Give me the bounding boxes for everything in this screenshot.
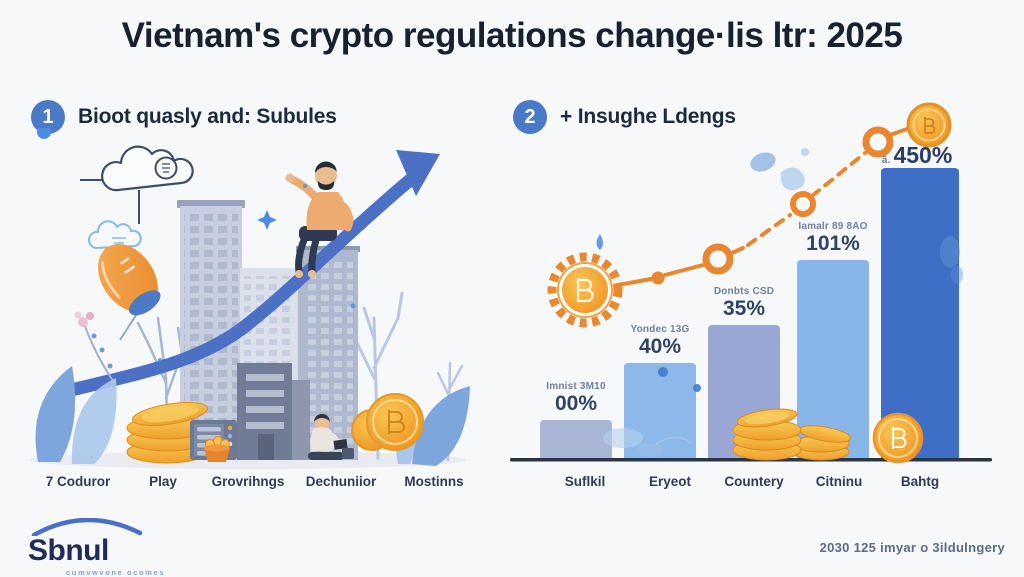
bar-value-label: Imnist 3M10 00% xyxy=(516,381,636,415)
coin-stack-bottom xyxy=(732,408,852,461)
bar-value-label: Yondec 13G 40% xyxy=(600,324,720,358)
cloud-coin-icon xyxy=(80,145,194,224)
step-2-badge: 2 xyxy=(513,100,547,134)
page-title: Vietnam's crypto regulations change·lis … xyxy=(121,16,903,55)
growth-arrow xyxy=(48,150,440,401)
crypto-growth-bar-chart xyxy=(510,102,992,464)
flower-branch xyxy=(74,311,116,385)
sitting-person-small xyxy=(308,413,354,460)
sparkles xyxy=(158,184,356,362)
bitcoin-coin-top-icon xyxy=(906,102,952,148)
bar-percent: 101% xyxy=(806,231,860,255)
trend-line xyxy=(616,126,909,287)
bar-percent: 450% xyxy=(893,142,953,168)
city-growth-illustration xyxy=(30,128,470,469)
coin-bag-icon xyxy=(98,244,161,341)
category-label: Countery xyxy=(724,474,784,489)
category-label: Citninu xyxy=(815,474,863,489)
coin-pot xyxy=(204,436,230,462)
category-label: Dechuniior xyxy=(305,474,377,489)
bar-sub-label: ă. xyxy=(881,155,891,166)
man-on-building xyxy=(285,161,354,278)
brand-logo: Sbnul cumvwvone ocomes xyxy=(28,518,178,577)
bar-percent: 35% xyxy=(722,296,766,320)
logo-wordmark: Sbnul xyxy=(28,534,109,567)
paint-splash-top xyxy=(596,148,809,250)
bar-1 xyxy=(540,420,612,461)
bar-sub-label: Imnist 3M10 xyxy=(546,381,606,392)
category-label: Bahtg xyxy=(900,474,940,489)
sun-coin-icon xyxy=(547,252,623,328)
category-label: Grovrihngs xyxy=(211,474,285,489)
sketch-cloud-icon xyxy=(87,220,142,250)
logo-tagline: cumvwvone ocomes xyxy=(66,568,165,577)
footer-note: 2030 125 imyar o 3ildulngery xyxy=(819,540,1005,555)
bar-5 xyxy=(881,168,959,461)
bars xyxy=(540,168,959,461)
paint-splash-bars xyxy=(603,236,963,457)
right-section-title: + Insughe Ldengs xyxy=(560,105,736,128)
bar-percent: 40% xyxy=(638,334,682,358)
left-section-title: Bioot quasly and: Subules xyxy=(78,105,337,128)
bitcoin-coin-bottom-icon xyxy=(872,412,924,464)
bar-value-label: ă. 450% xyxy=(857,143,977,167)
bar-sub-label: Donbts CSD xyxy=(713,286,775,297)
bar-sub-label: Iamalr 89 8AO xyxy=(798,221,868,232)
x-axis xyxy=(510,458,992,462)
bar-value-label: Iamalr 89 8AO 101% xyxy=(773,221,893,255)
right-section-header: 2 + Insughe Ldengs xyxy=(513,100,736,134)
category-label: Mostinns xyxy=(404,474,464,489)
bar-sub-label: Yondec 13G xyxy=(630,324,690,335)
category-label: 7 Coduror xyxy=(45,474,111,489)
logo-arc-icon xyxy=(31,518,143,536)
category-label: Eryeot xyxy=(648,474,692,489)
bitcoin-coins xyxy=(351,393,424,451)
category-label: Play xyxy=(149,474,177,489)
category-label: Suflkil xyxy=(564,474,606,489)
paint-dot xyxy=(37,128,51,139)
bar-4 xyxy=(797,260,869,461)
left-section-header: 1 Bioot quasly and: Subules xyxy=(31,100,337,134)
bar-value-label: Donbts CSD 35% xyxy=(684,286,804,320)
bar-percent: 00% xyxy=(554,391,598,415)
